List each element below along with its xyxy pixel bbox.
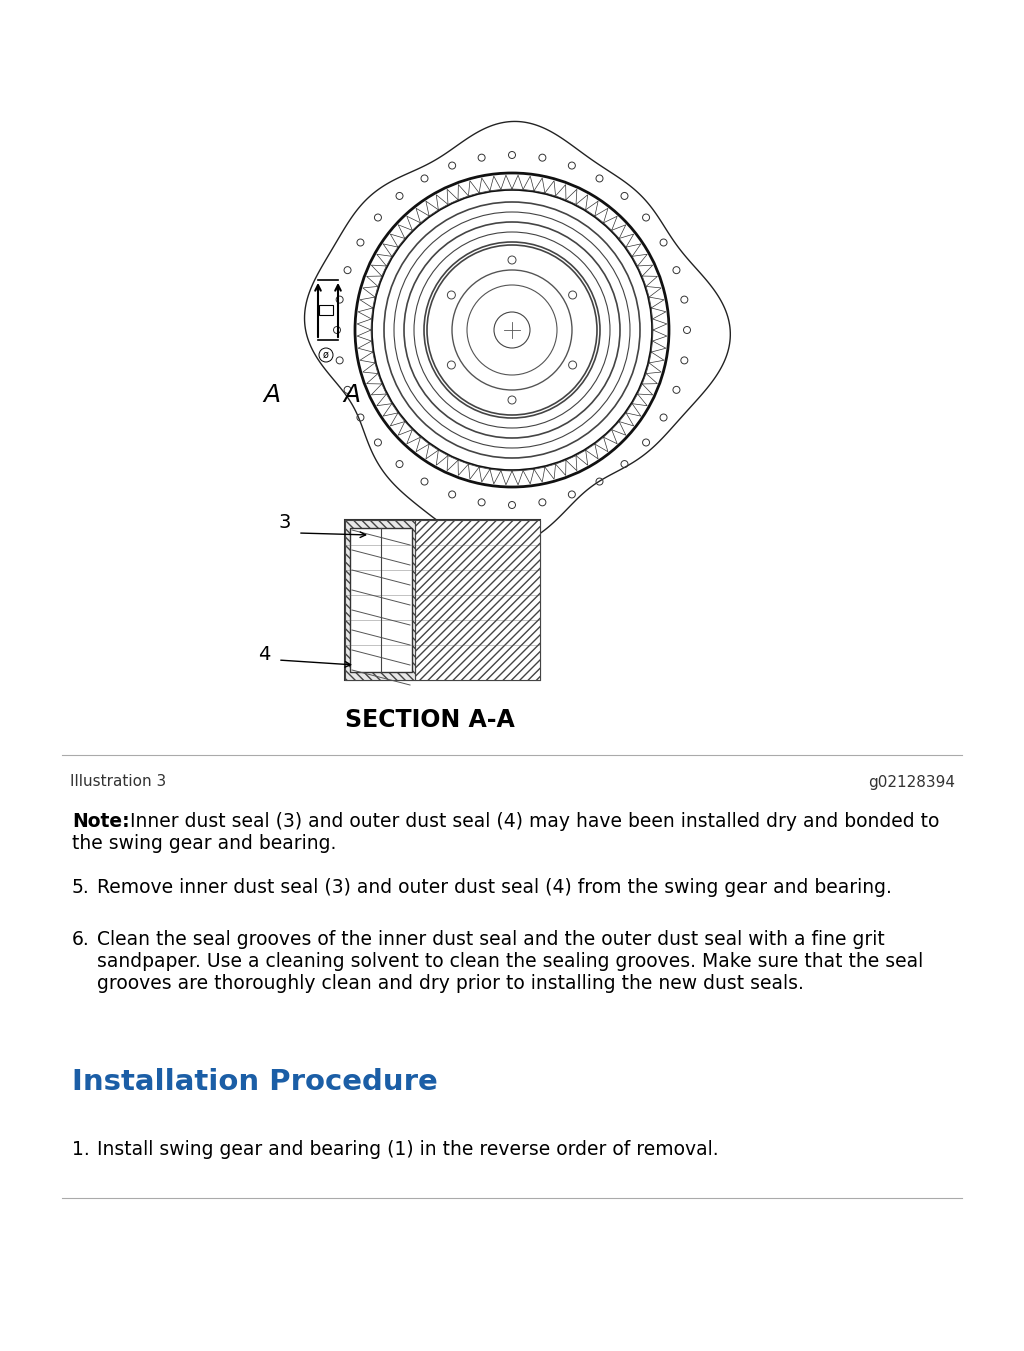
Bar [345, 520, 415, 680]
Text: Note:: Note: [72, 812, 130, 831]
Text: the swing gear and bearing.: the swing gear and bearing. [72, 834, 336, 852]
Text: A: A [343, 382, 360, 407]
Text: Inner dust seal (3) and outer dust seal (4) may have been installed dry and bond: Inner dust seal (3) and outer dust seal … [124, 812, 939, 831]
Text: 1.: 1. [72, 1140, 90, 1159]
Text: 4: 4 [258, 646, 270, 665]
Text: 5.: 5. [72, 878, 90, 897]
Text: Install swing gear and bearing (1) in the reverse order of removal.: Install swing gear and bearing (1) in th… [97, 1140, 719, 1159]
Text: 6.: 6. [72, 929, 90, 948]
Text: Installation Procedure: Installation Procedure [72, 1069, 437, 1096]
Text: Illustration 3: Illustration 3 [70, 774, 166, 789]
Text: Remove inner dust seal (3) and outer dust seal (4) from the swing gear and beari: Remove inner dust seal (3) and outer dus… [97, 878, 892, 897]
Text: g02128394: g02128394 [868, 774, 955, 789]
Text: grooves are thoroughly clean and dry prior to installing the new dust seals.: grooves are thoroughly clean and dry pri… [97, 974, 804, 993]
Circle shape [427, 245, 597, 415]
Text: ø: ø [323, 350, 329, 359]
Bar [345, 520, 540, 680]
Text: Clean the seal grooves of the inner dust seal and the outer dust seal with a fin: Clean the seal grooves of the inner dust… [97, 929, 885, 948]
Bar [350, 528, 412, 671]
Text: sandpaper. Use a cleaning solvent to clean the sealing grooves. Make sure that t: sandpaper. Use a cleaning solvent to cle… [97, 952, 924, 971]
Text: SECTION A-A: SECTION A-A [345, 708, 515, 732]
Text: A: A [263, 382, 281, 407]
Text: 3: 3 [278, 513, 291, 532]
Bar [319, 305, 333, 315]
Bar [415, 520, 540, 680]
